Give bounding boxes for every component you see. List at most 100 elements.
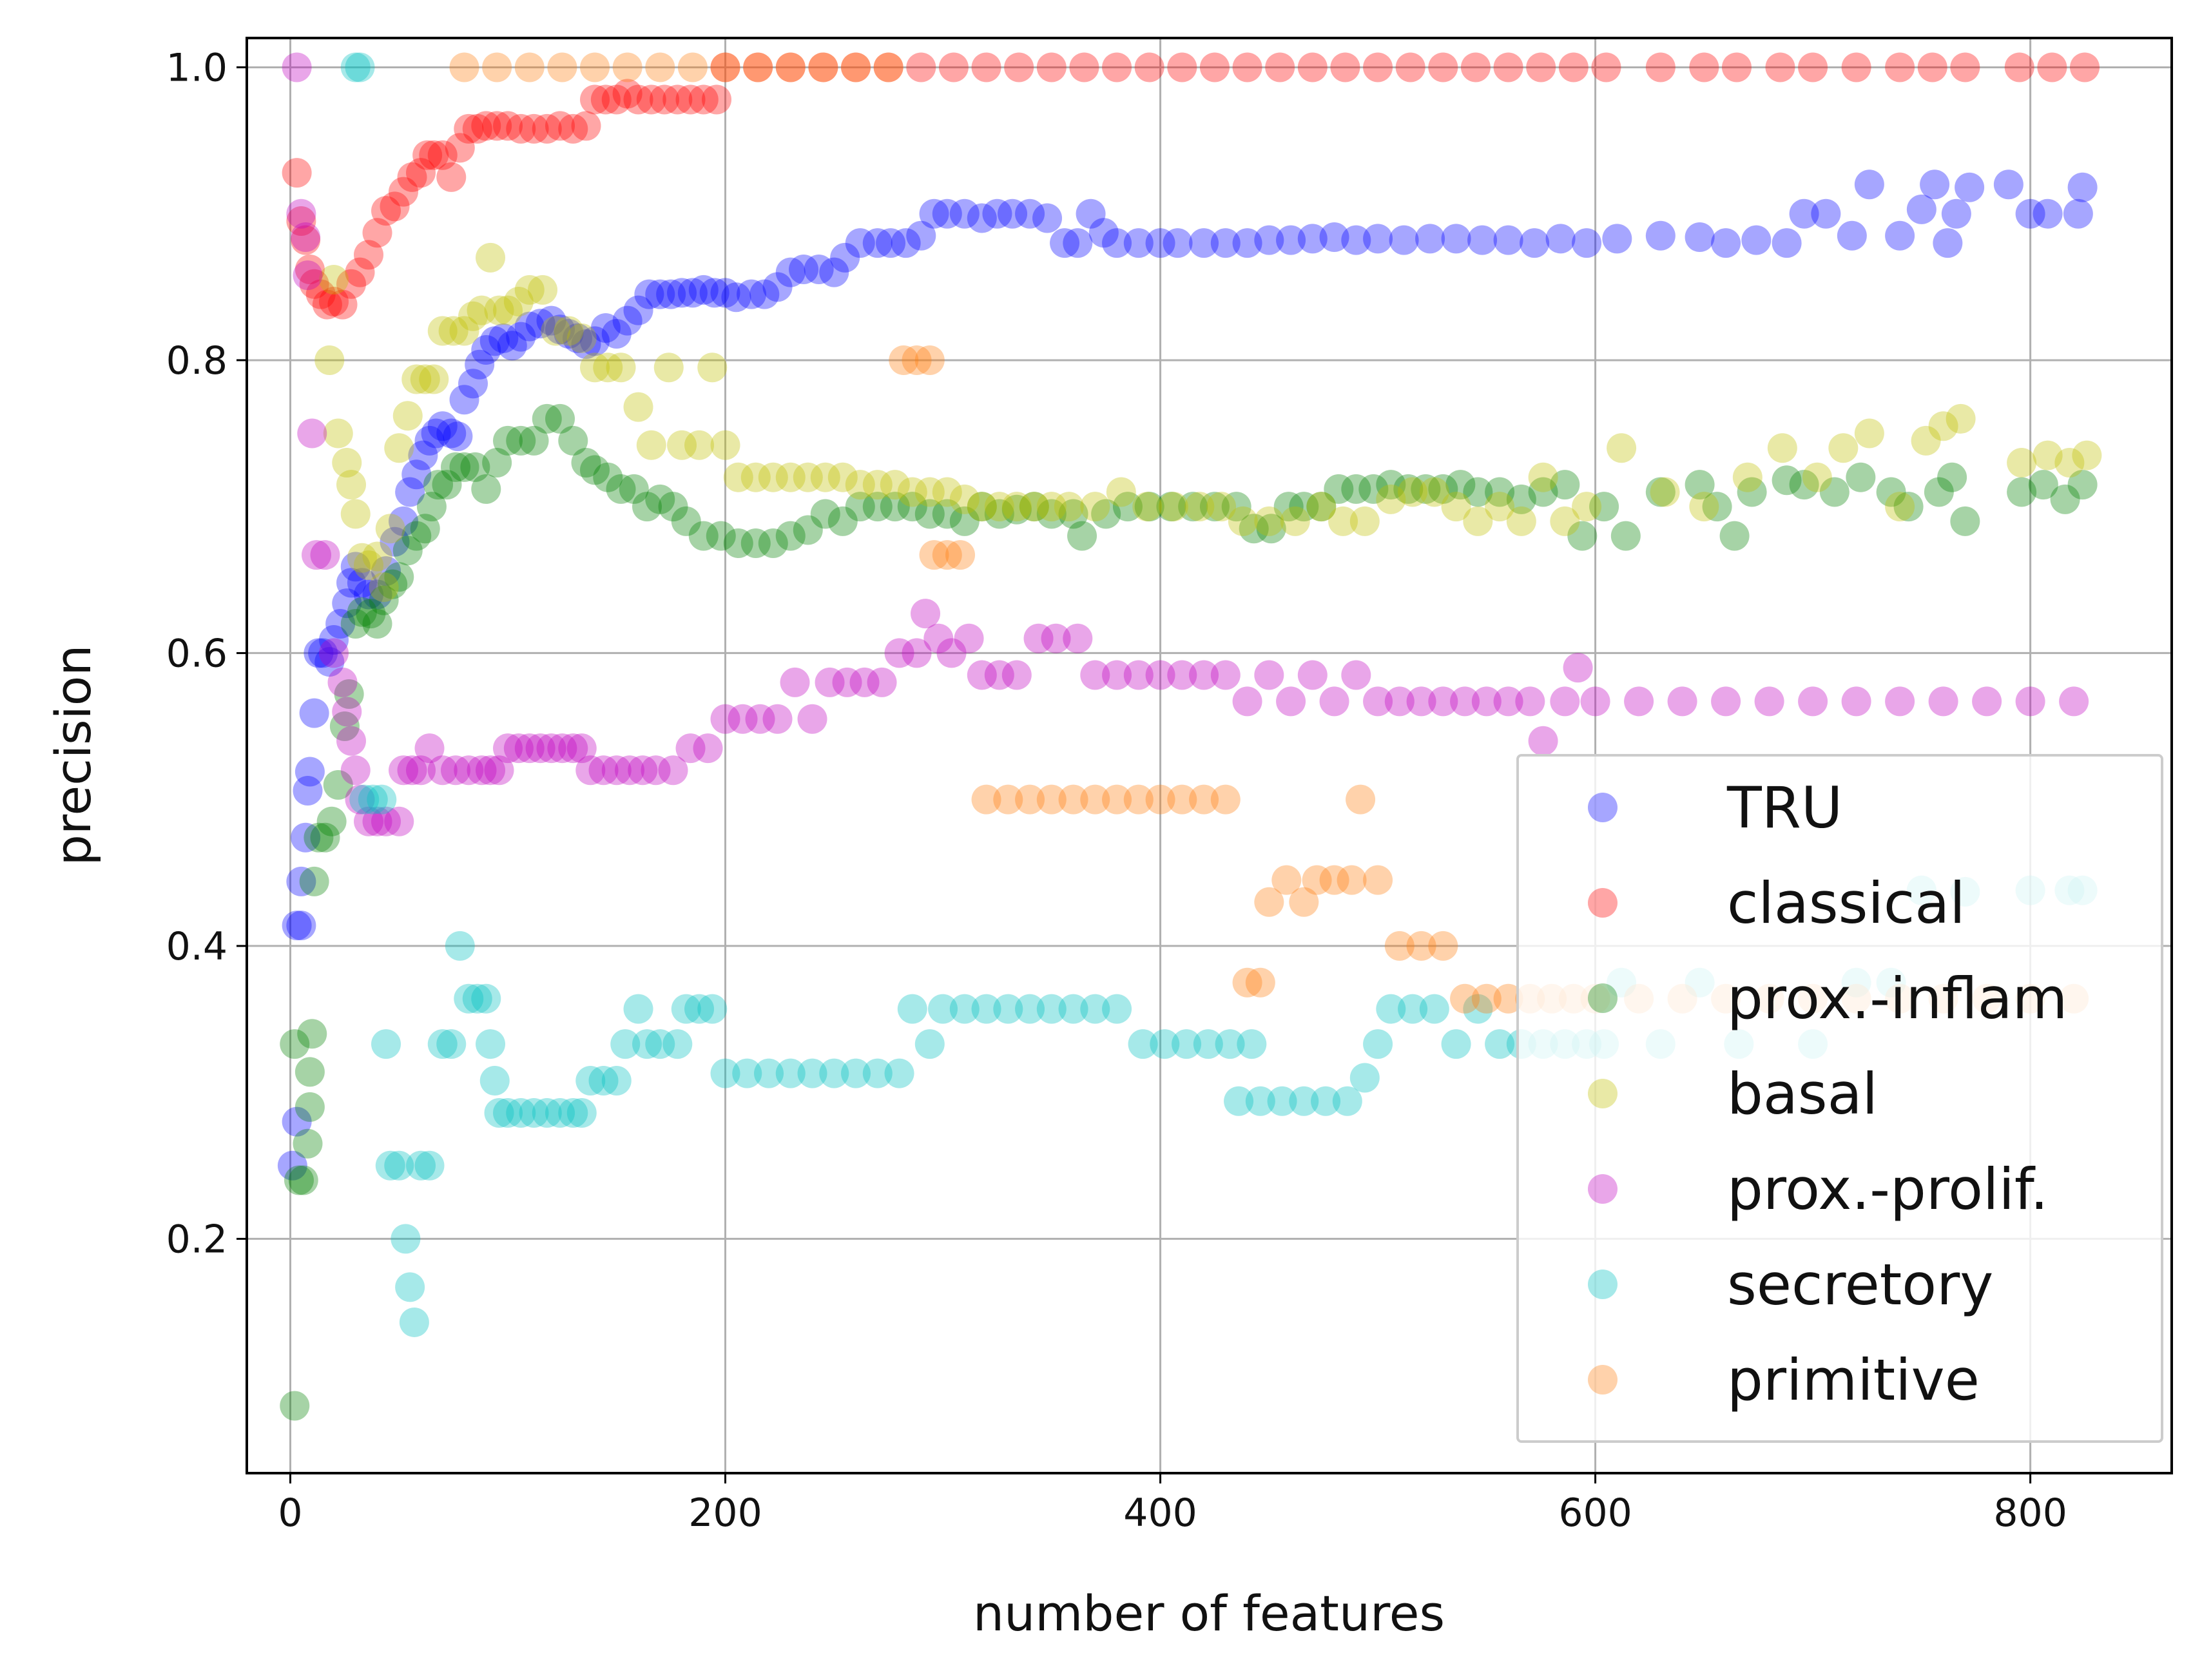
data-point [1254, 506, 1284, 536]
data-point [304, 822, 334, 853]
data-point [1685, 470, 1715, 500]
data-point [1545, 224, 1576, 254]
data-point [1384, 931, 1415, 961]
data-point [1302, 865, 1332, 895]
data-point [1689, 52, 1719, 82]
data-point [375, 1150, 405, 1181]
data-point [1123, 784, 1154, 815]
data-point [1398, 994, 1428, 1024]
data-point [1193, 1029, 1223, 1059]
data-point [1719, 521, 1750, 551]
data-point [449, 52, 479, 82]
data-point [438, 316, 468, 346]
data-point [1885, 686, 1915, 717]
data-point [1330, 52, 1360, 82]
data-point [623, 392, 653, 422]
data-point [454, 755, 484, 786]
data-point [1134, 52, 1164, 82]
data-point [503, 733, 534, 764]
data-point [421, 418, 451, 449]
data-point [1550, 506, 1580, 536]
data-point [369, 585, 399, 615]
data-point [1080, 660, 1110, 690]
data-point [323, 769, 353, 800]
data-point [593, 462, 623, 492]
data-point [808, 52, 838, 82]
data-point [993, 994, 1023, 1024]
legend-marker [1588, 1270, 1618, 1299]
data-point [286, 866, 316, 896]
data-point [1306, 492, 1337, 522]
data-point [710, 52, 740, 82]
legend-marker [1588, 888, 1618, 918]
data-point [471, 474, 501, 504]
data-point [305, 279, 336, 309]
data-point [1624, 686, 1654, 717]
data-point [336, 568, 367, 598]
data-point [1563, 653, 1593, 683]
data-point [1754, 686, 1784, 717]
data-point [1123, 660, 1154, 690]
data-point [1280, 506, 1310, 536]
data-point [1741, 225, 1772, 255]
data-point [862, 228, 893, 258]
data-point [740, 462, 771, 492]
data-point [697, 994, 728, 1024]
data-point [945, 540, 976, 570]
data-point [1526, 52, 1556, 82]
data-point [914, 345, 945, 375]
data-point [497, 331, 527, 361]
data-point [936, 638, 967, 668]
data-point [1428, 474, 1458, 504]
data-point [2033, 198, 2063, 229]
data-point [406, 158, 436, 188]
data-point [873, 52, 903, 82]
data-point [1772, 228, 1802, 258]
legend-marker [1588, 793, 1618, 822]
data-point [316, 806, 347, 836]
x-tick-label: 0 [278, 1491, 302, 1536]
data-point [467, 755, 497, 786]
data-point [699, 278, 729, 308]
data-point [395, 477, 425, 507]
data-point [830, 242, 860, 273]
data-point [845, 470, 875, 500]
data-point [506, 322, 536, 352]
data-point [1955, 172, 1985, 202]
data-point [1920, 169, 1950, 200]
data-point [362, 541, 392, 572]
data-point [775, 521, 806, 551]
data-point [1245, 967, 1275, 998]
data-point [2069, 52, 2100, 82]
data-point [1885, 492, 1915, 522]
data-point [332, 588, 362, 619]
data-point [1206, 492, 1237, 522]
data-point [1363, 224, 1393, 254]
data-point [1737, 477, 1767, 507]
data-point [906, 220, 936, 251]
data-point [645, 52, 675, 82]
data-point [1036, 499, 1067, 529]
data-point [354, 579, 384, 610]
data-point [1254, 225, 1284, 255]
data-point [392, 401, 423, 431]
data-point [1004, 52, 1034, 82]
data-point [1550, 470, 1580, 500]
data-point [867, 667, 897, 697]
data-point [1341, 660, 1371, 690]
data-point [697, 352, 728, 383]
data-point [1550, 686, 1580, 717]
data-point [1015, 994, 1045, 1024]
data-point [932, 499, 962, 529]
data-point [384, 806, 414, 836]
data-point [740, 528, 771, 558]
data-point [677, 278, 708, 308]
data-point [1337, 865, 1367, 895]
data-point [1189, 784, 1219, 815]
data-point [566, 323, 597, 353]
data-point [1341, 474, 1371, 504]
data-point [1506, 506, 1536, 536]
data-point [645, 484, 675, 514]
data-point [1067, 521, 1097, 551]
